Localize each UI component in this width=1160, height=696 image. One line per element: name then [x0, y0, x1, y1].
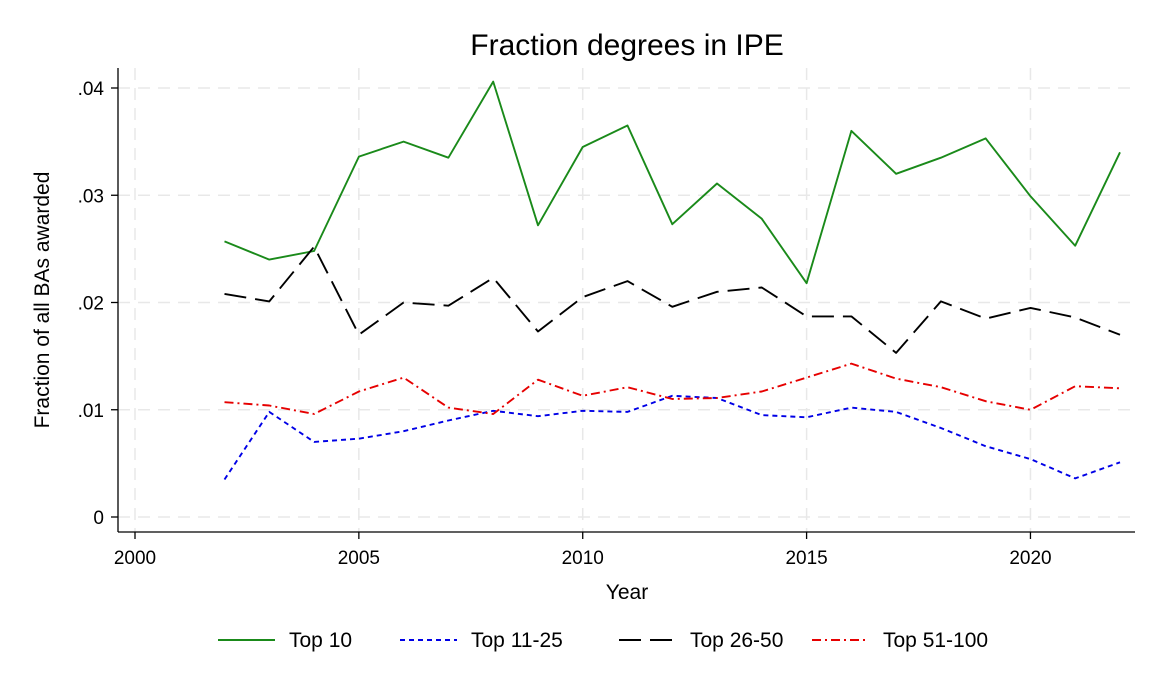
legend-label-top-26-50: Top 26-50: [690, 629, 783, 652]
x-tick-label: 2015: [785, 548, 827, 569]
series-line-top-26-50: [224, 245, 1121, 354]
x-tick-label: 2010: [562, 548, 604, 569]
y-axis-ticks: 0 .01 .02 .03 .04: [78, 79, 118, 529]
legend-label-top-51-100: Top 51-100: [883, 629, 988, 652]
legend-label-top-11-25: Top 11-25: [471, 629, 563, 652]
series-line-top-10: [224, 80, 1121, 285]
legend: Top 10 Top 11-25 Top 26-50 Top 51-100: [218, 629, 988, 652]
y-tick-label: .02: [78, 294, 104, 315]
y-tick-label: .01: [78, 401, 104, 422]
series-line-top-11-25: [223, 394, 1121, 481]
x-tick-label: 2000: [114, 548, 156, 569]
x-axis-title: Year: [606, 581, 648, 604]
axes: [117, 68, 1135, 533]
y-tick-label: 0: [93, 508, 104, 529]
y-axis-title: Fraction of all BAs awarded: [31, 172, 54, 429]
legend-label-top-10: Top 10: [289, 629, 352, 652]
x-tick-label: 2020: [1009, 548, 1051, 569]
chart-title: Fraction degrees in IPE: [470, 29, 784, 62]
y-tick-label: .04: [78, 79, 105, 100]
series-line-top-51-100: [224, 362, 1121, 415]
x-tick-label: 2005: [338, 548, 380, 569]
x-axis-ticks: 2000 2005 2010 2015 2020: [114, 532, 1052, 569]
series-lines: [223, 80, 1121, 481]
y-tick-label: .03: [78, 186, 104, 207]
